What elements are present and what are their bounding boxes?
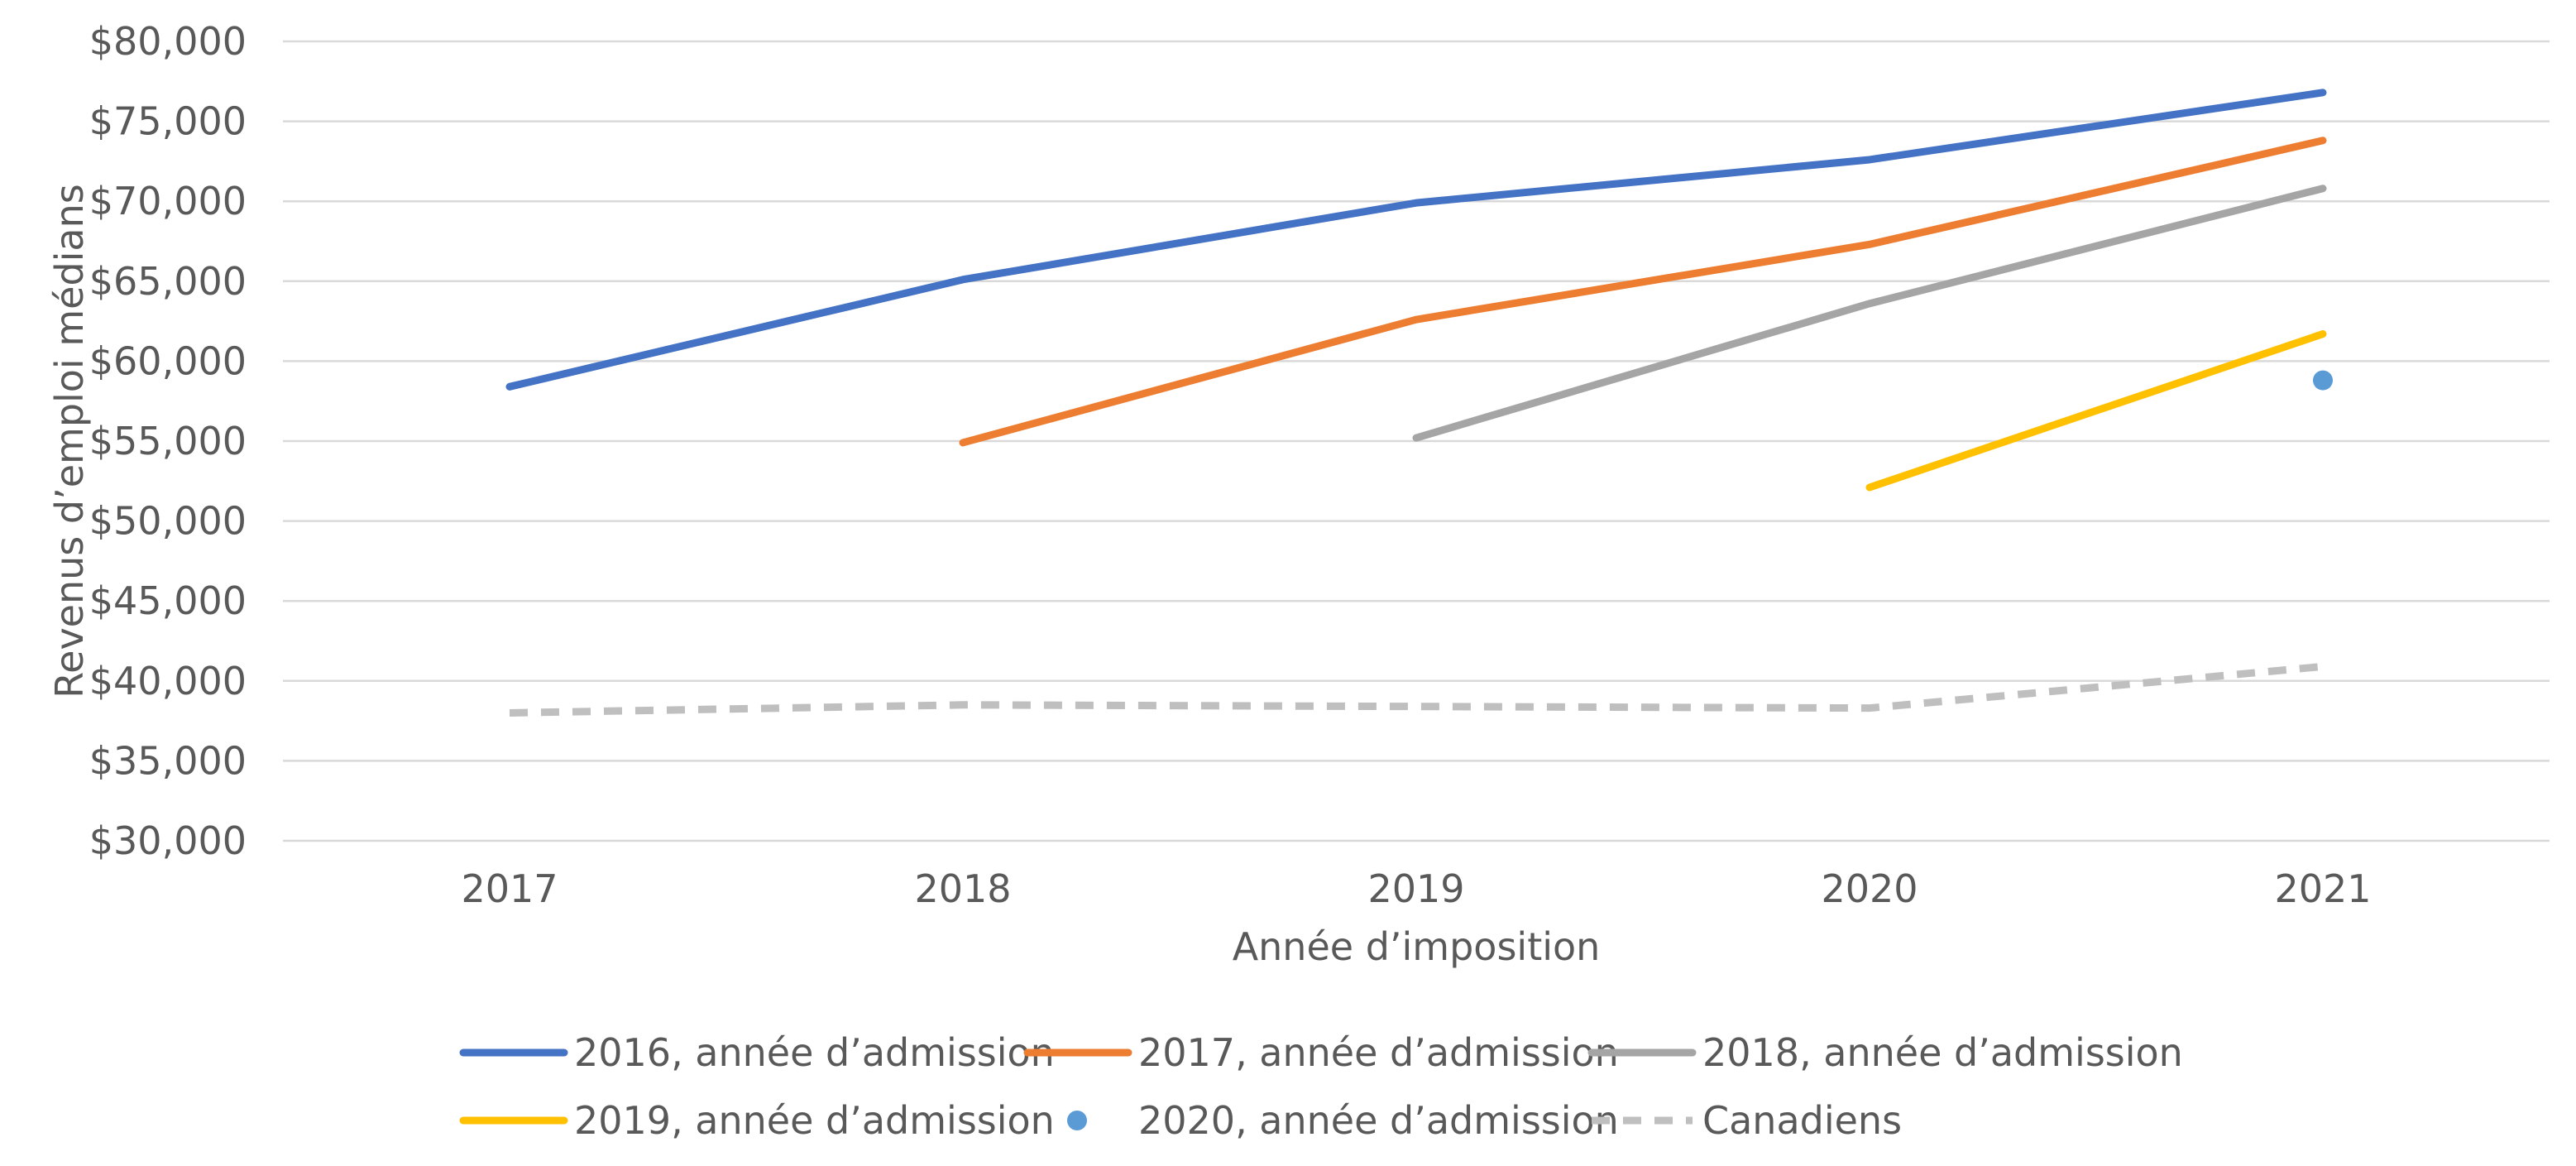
x-tick-label: 2021	[2274, 866, 2371, 911]
legend-item: 2018, année d’admission	[1587, 1030, 2183, 1075]
y-tick-label: $35,000	[89, 738, 247, 783]
y-tick-label: $40,000	[89, 659, 247, 703]
x-tick-label: 2019	[1367, 866, 1464, 911]
y-tick-label: $80,000	[89, 19, 247, 64]
y-tick-label: $30,000	[89, 818, 247, 863]
y-tick-label: $45,000	[89, 578, 247, 623]
y-tick-label: $70,000	[89, 179, 247, 223]
y-axis-title: Revenus d’emploi médians	[47, 184, 92, 698]
series-3-line	[1865, 330, 2327, 492]
legend-swatch	[1067, 1111, 1087, 1130]
legend-label: 2016, année d’admission	[574, 1030, 1055, 1075]
y-tick-label: $55,000	[89, 419, 247, 463]
legend-label: 2018, année d’admission	[1702, 1030, 2183, 1075]
x-tick-label: 2017	[461, 866, 558, 911]
series-1-line	[959, 137, 2327, 447]
x-tick-label: 2020	[1821, 866, 1918, 911]
y-tick-label: $50,000	[89, 499, 247, 544]
legend-item: 2016, année d’admission	[459, 1030, 1055, 1075]
legend-label: Canadiens	[1702, 1098, 1902, 1143]
y-tick-label: $75,000	[89, 99, 247, 144]
legend: 2016, année d’admission 2017, année d’adm…	[459, 1030, 2183, 1143]
series-2-line	[1412, 185, 2327, 442]
x-axis-title: Année d’imposition	[1233, 924, 1601, 969]
y-tick-label: $65,000	[89, 259, 247, 304]
series-0-line	[505, 89, 2327, 391]
series-lines	[505, 89, 2333, 717]
series-4-point	[2313, 370, 2333, 391]
legend-label: 2019, année d’admission	[574, 1098, 1055, 1143]
legend-item: 2017, année d’admission	[1023, 1030, 1619, 1075]
legend-item: 2020, année d’admission	[1067, 1098, 1619, 1143]
legend-label: 2017, année d’admission	[1138, 1030, 1619, 1075]
x-tick-label: 2018	[914, 866, 1011, 911]
y-tick-label: $60,000	[89, 338, 247, 383]
legend-label: 2020, année d’admission	[1138, 1098, 1619, 1143]
y-axis-tick-labels: $30,000 $35,000 $40,000 $45,000 $50,000 $55,0…	[89, 19, 247, 863]
series-5-line	[509, 662, 2324, 717]
legend-item: 2019, année d’admission	[459, 1098, 1055, 1143]
legend-item: Canadiens	[1592, 1098, 1902, 1143]
x-axis-tick-labels: 2017 2018 2019 2020 2021	[461, 866, 2371, 911]
